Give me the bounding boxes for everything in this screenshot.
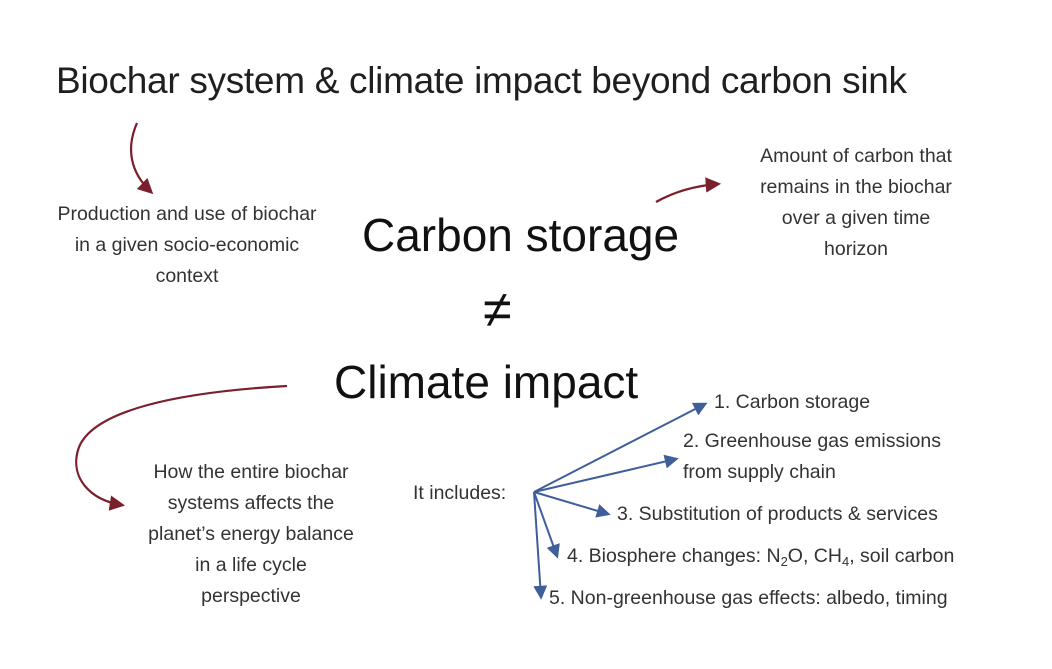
item-text: O, CH xyxy=(787,545,842,567)
item-text: , soil carbon xyxy=(849,545,955,567)
note-line: perspective xyxy=(201,585,301,607)
note-line: context xyxy=(155,265,219,287)
include-item-2: 2. Greenhouse gas emissions from supply … xyxy=(683,426,941,488)
carbon-storage-term: Carbon storage xyxy=(362,209,680,261)
include-item-5: 5. Non-greenhouse gas effects: albedo, t… xyxy=(549,587,948,609)
biochar-system-note: Production and use of biochar in a given… xyxy=(22,199,352,292)
note-line: in a life cycle xyxy=(195,554,307,576)
note-line: systems affects the xyxy=(167,492,335,514)
not-equal-sign: ≠ xyxy=(483,281,512,339)
arrow-item-1 xyxy=(533,402,708,493)
climate-impact-term: Climate impact xyxy=(334,356,639,408)
subscript: 2 xyxy=(780,554,788,569)
item-line: 2. Greenhouse gas emissions xyxy=(683,430,941,452)
arrow-item-5 xyxy=(533,491,548,600)
note-line: in a given socio-economic xyxy=(74,234,300,256)
note-line: Production and use of biochar xyxy=(57,203,317,225)
note-line: remains in the biochar xyxy=(760,176,952,198)
arrow-storage-to-definition xyxy=(655,177,722,203)
item-line: from supply chain xyxy=(683,461,836,483)
note-line: Amount of carbon that xyxy=(760,145,952,167)
item-text: 4. Biosphere changes: N xyxy=(567,545,781,567)
includes-label: It includes: xyxy=(413,482,507,504)
arrow-item-2 xyxy=(533,454,679,493)
note-line: planet’s energy balance xyxy=(148,523,354,545)
arrow-item-3 xyxy=(533,491,611,518)
note-line: over a given time xyxy=(781,207,931,229)
note-line: horizon xyxy=(824,238,888,260)
arrow-item-4 xyxy=(533,491,560,559)
carbon-storage-definition: Amount of carbon that remains in the bio… xyxy=(717,141,995,265)
subscript: 4 xyxy=(841,554,850,569)
include-item-3: 3. Substitution of products & services xyxy=(617,503,938,525)
note-line: How the entire biochar xyxy=(153,461,349,483)
include-item-1: 1. Carbon storage xyxy=(714,391,871,413)
include-item-4: 4. Biosphere changes: N2O, CH4, soil car… xyxy=(567,541,954,572)
slide-title: Biochar system & climate impact beyond c… xyxy=(56,60,907,101)
arrow-title-to-system xyxy=(129,122,154,195)
arrow-impact-to-definition xyxy=(75,384,288,511)
climate-impact-definition: How the entire biochar systems affects t… xyxy=(111,457,391,612)
